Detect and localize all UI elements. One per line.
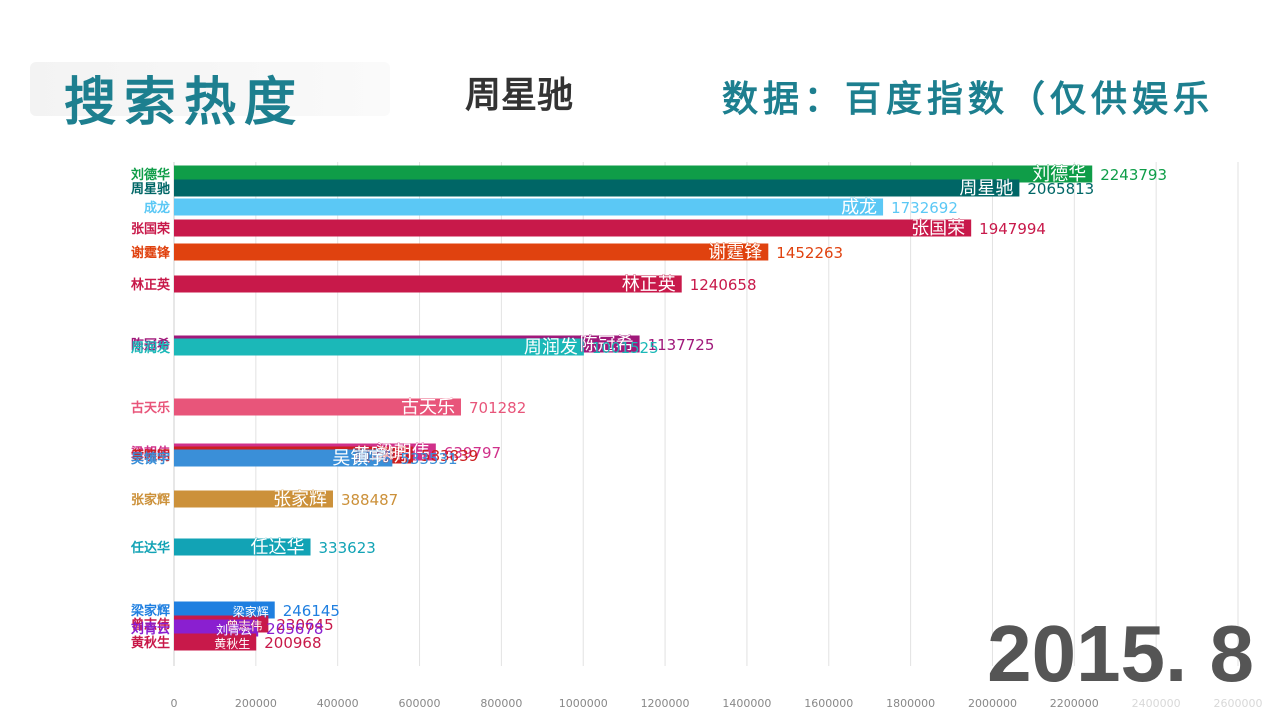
bar-name-label: 成龙 [841, 197, 877, 218]
bar-name-label: 张家辉 [273, 489, 327, 510]
data-source: 数据：百度指数（仅供娱乐 [722, 79, 1215, 120]
bar-name-label: 黄晓明 [353, 445, 407, 466]
category-label: 任达华 [130, 540, 170, 556]
category-label: 梁家辉 [130, 603, 170, 619]
bar-name-label: 刘德华 [1032, 164, 1086, 185]
bar-name-label: 林正英 [622, 274, 676, 295]
category-label: 黄晓明 [131, 448, 170, 464]
category-label: 黄秋生 [131, 635, 170, 651]
bar-5 [174, 243, 769, 261]
bar-value-label: 246145 [283, 602, 340, 620]
category-label: 陈冠希 [131, 337, 170, 353]
category-label: 曾志伟 [131, 617, 170, 633]
category-label: 张国荣 [131, 221, 171, 237]
x-tick-label: 0 [171, 697, 178, 710]
x-tick-label: 600000 [399, 697, 441, 710]
x-tick-label: 1200000 [641, 697, 690, 710]
bar-value-label: 200968 [264, 634, 321, 652]
bar-12 [174, 449, 393, 467]
category-label: 谢霆锋 [131, 245, 171, 261]
category-label: 吴镇宇 [131, 451, 170, 467]
x-tick-label: 2000000 [968, 697, 1017, 710]
bar-15 [174, 601, 275, 619]
bar-value-label: 333623 [319, 539, 376, 557]
category-label: 刘青云 [131, 621, 170, 637]
chart-title: 搜索热度 [64, 73, 305, 133]
bar-value-label: 2065813 [1027, 180, 1094, 198]
date-label: 2015. 8 [987, 609, 1254, 698]
x-tick-label: 2400000 [1132, 697, 1181, 710]
bar-value-label: 1001525 [592, 339, 659, 357]
bar-3 [174, 198, 884, 216]
bar-name-label: 梁家辉 [233, 604, 269, 619]
bar-1 [174, 165, 1093, 183]
bar-name-label: 曾志伟 [226, 619, 262, 633]
bar-17 [174, 619, 259, 637]
bar-value-label: 1137725 [648, 336, 715, 354]
bar-name-label: 古天乐 [401, 397, 455, 418]
x-tick-label: 1400000 [722, 697, 771, 710]
bar-value-label: 639797 [444, 444, 501, 462]
category-label: 周润发 [131, 340, 171, 356]
bar-name-label: 任达华 [251, 537, 305, 558]
title-backdrop [30, 62, 390, 116]
x-tick-label: 1000000 [559, 697, 608, 710]
bar-2 [174, 179, 1020, 197]
bar-value-label: 1732692 [891, 199, 958, 217]
bar-14 [174, 538, 311, 556]
bar-value-label: 583839 [421, 447, 478, 465]
bar-value-label: 701282 [469, 399, 526, 417]
bar-name-label: 张国荣 [911, 218, 965, 239]
bar-name-label: 黄秋生 [214, 637, 250, 651]
category-label: 林正英 [131, 277, 171, 293]
bar-value-label: 1947994 [979, 220, 1046, 238]
x-tick-label: 1800000 [886, 697, 935, 710]
category-label: 刘德华 [131, 167, 170, 183]
bar-name-label: 周润发 [524, 337, 578, 358]
focus-name: 周星驰 [465, 75, 574, 116]
bar-value-label: 1240658 [690, 276, 757, 294]
category-label: 古天乐 [131, 400, 170, 416]
bar-9 [174, 398, 461, 416]
bar-name-label: 陈冠希 [580, 334, 634, 355]
x-tick-label: 1600000 [804, 697, 853, 710]
bar-name-label: 刘青云 [216, 623, 252, 637]
category-label: 周星驰 [131, 182, 170, 197]
bar-name-label: 梁朝伟 [376, 442, 430, 463]
bar-8 [174, 338, 584, 356]
bar-name-label: 吴镇宇 [332, 448, 386, 469]
x-tick-label: 800000 [480, 697, 522, 710]
bar-value-label: 2243793 [1100, 166, 1167, 184]
x-tick-label: 2600000 [1214, 697, 1263, 710]
bar-6 [174, 275, 682, 293]
bar-4 [174, 219, 972, 237]
bar-18 [174, 633, 257, 651]
category-label: 张家辉 [131, 492, 170, 508]
x-tick-label: 2200000 [1050, 697, 1099, 710]
category-label: 梁朝伟 [130, 445, 170, 461]
bar-value-label: 533531 [400, 450, 457, 468]
bar-name-label: 谢霆锋 [708, 242, 762, 263]
x-tick-label: 400000 [317, 697, 359, 710]
bar-value-label: 1452263 [776, 244, 843, 262]
bar-13 [174, 490, 333, 508]
x-tick-label: 200000 [235, 697, 277, 710]
bar-value-label: 205678 [266, 620, 323, 638]
bar-name-label: 周星驰 [959, 178, 1013, 199]
bar-value-label: 230645 [276, 616, 333, 634]
bar-value-label: 388487 [341, 491, 398, 509]
category-label: 成龙 [144, 200, 170, 216]
